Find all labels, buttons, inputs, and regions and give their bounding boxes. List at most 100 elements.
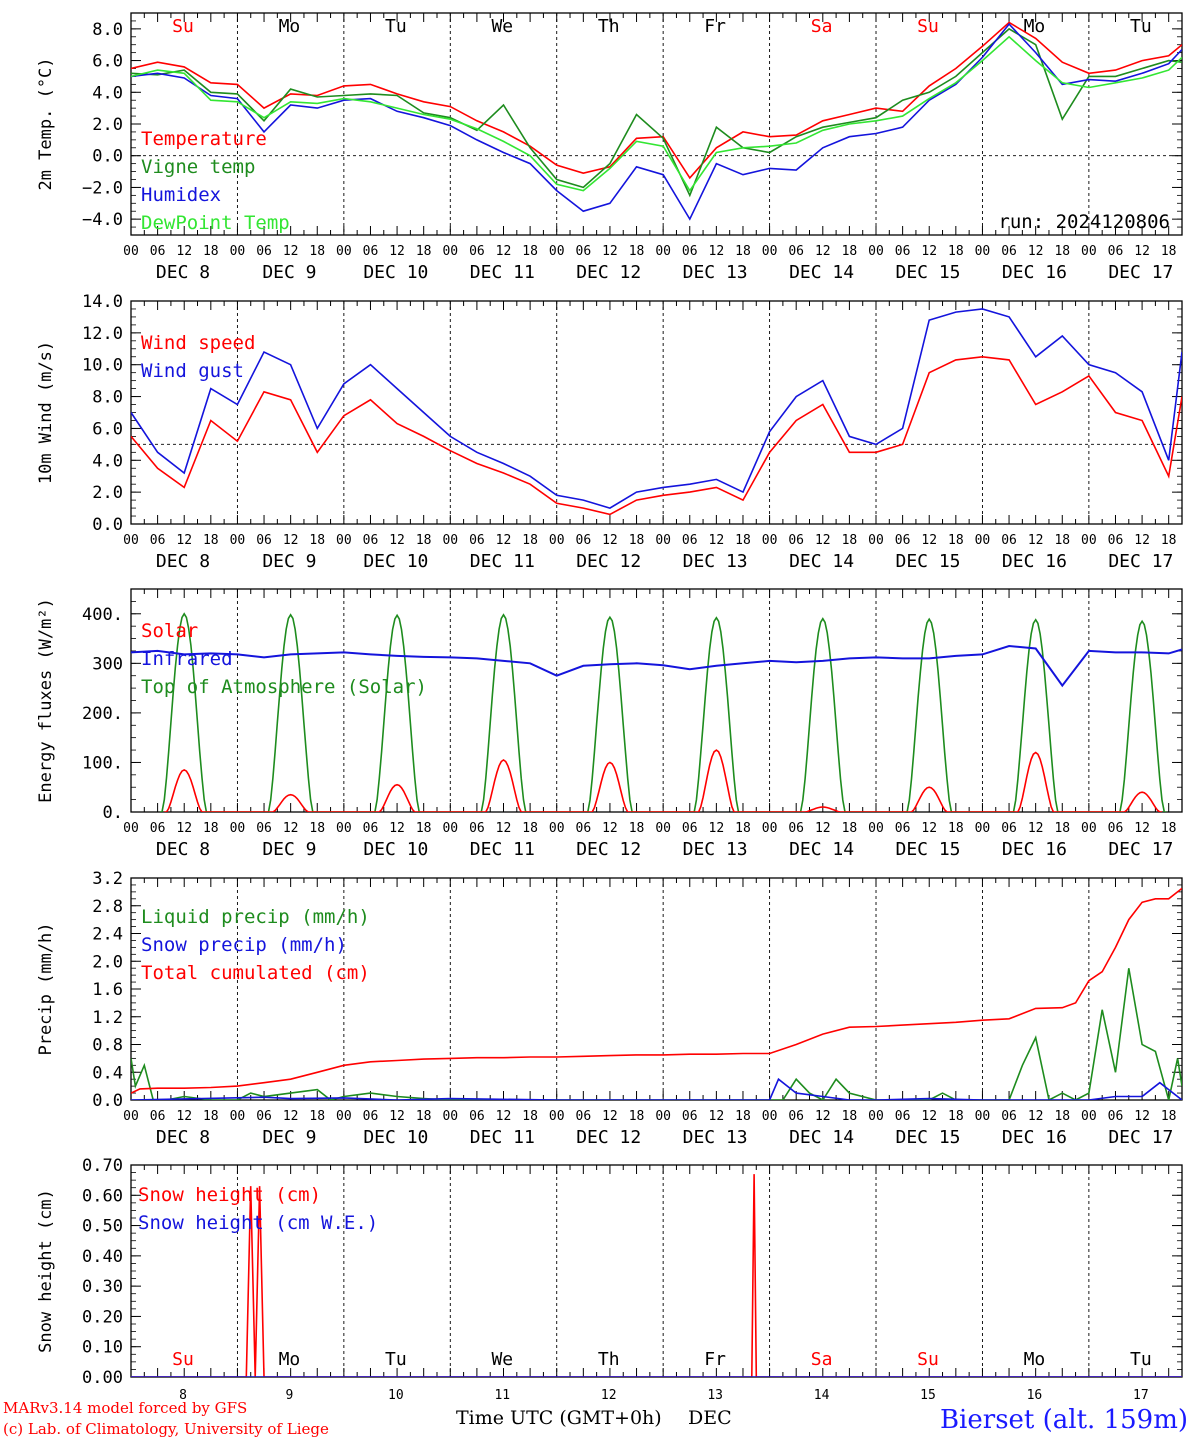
day-number: 17 <box>1133 1388 1149 1403</box>
date-label: DEC 12 <box>576 1127 641 1148</box>
day-number: 10 <box>388 1388 404 1403</box>
day-label: Tu <box>385 16 407 37</box>
hour-label: 18 <box>948 244 964 259</box>
hour-label: 18 <box>309 244 325 259</box>
hour-label: 12 <box>921 533 937 548</box>
day-label: Su <box>917 16 939 37</box>
hour-label: 18 <box>1054 1109 1070 1124</box>
date-label: DEC 8 <box>156 551 210 572</box>
day-label: Su <box>917 1349 939 1370</box>
hour-label: 00 <box>975 533 991 548</box>
date-label: DEC 11 <box>470 839 535 860</box>
date-label: DEC 16 <box>1002 839 1067 860</box>
hour-label: 00 <box>549 1109 565 1124</box>
y-tick-label: 0.0 <box>92 1091 123 1111</box>
hour-label: 06 <box>256 533 272 548</box>
hour-label: 00 <box>655 533 671 548</box>
hour-label: 12 <box>496 533 512 548</box>
hour-label: 18 <box>629 533 645 548</box>
hour-label: 06 <box>150 821 166 836</box>
hour-label: 06 <box>363 244 379 259</box>
hour-label: 00 <box>655 244 671 259</box>
date-label: DEC 13 <box>683 839 748 860</box>
hour-label: 12 <box>602 244 618 259</box>
hour-label: 12 <box>709 533 725 548</box>
hour-label: 00 <box>975 1109 991 1124</box>
series-line-3 <box>159 612 1167 812</box>
legend-entry: Vigne temp <box>141 156 255 178</box>
hour-label: 06 <box>895 533 911 548</box>
series-line-1 <box>131 355 1182 516</box>
hour-label: 18 <box>735 821 751 836</box>
hour-label: 18 <box>735 533 751 548</box>
day-number: 11 <box>494 1388 510 1403</box>
hour-label: 06 <box>469 1109 485 1124</box>
hour-label: 18 <box>629 244 645 259</box>
hour-label: 00 <box>442 533 458 548</box>
hour-label: 12 <box>1028 821 1044 836</box>
hour-label: 18 <box>842 533 858 548</box>
day-label: We <box>491 1349 513 1370</box>
hour-label: 00 <box>336 244 352 259</box>
hour-label: 12 <box>815 1109 831 1124</box>
legend-entry: Total cumulated (cm) <box>141 962 370 984</box>
hour-label: 06 <box>1001 1109 1017 1124</box>
hour-label: 12 <box>496 821 512 836</box>
y-tick-label: 0.0 <box>92 147 123 167</box>
hour-label: 00 <box>230 244 246 259</box>
hour-label: 06 <box>150 533 166 548</box>
y-tick-label: 2.0 <box>92 483 123 503</box>
y-tick-label: 3.2 <box>92 869 123 889</box>
hour-label: 00 <box>336 821 352 836</box>
hour-label: 00 <box>1081 821 1097 836</box>
y-tick-label: 0.50 <box>82 1217 123 1237</box>
hour-label: 00 <box>762 821 778 836</box>
legend-entry: Wind speed <box>141 332 255 354</box>
hour-label: 18 <box>203 244 219 259</box>
hour-label: 18 <box>309 821 325 836</box>
day-label: Tu <box>385 1349 407 1370</box>
hour-label: 00 <box>442 244 458 259</box>
hour-label: 00 <box>442 1109 458 1124</box>
hour-label: 00 <box>442 821 458 836</box>
hour-label: 12 <box>496 1109 512 1124</box>
series-line-2 <box>131 308 1182 509</box>
y-tick-label: 2.4 <box>92 925 123 945</box>
date-label: DEC 13 <box>683 262 748 283</box>
hour-label: 18 <box>629 821 645 836</box>
hour-label: 00 <box>655 1109 671 1124</box>
date-label: DEC 15 <box>895 1127 960 1148</box>
y-axis-title: Energy fluxes (W/m²) <box>36 598 56 803</box>
y-tick-label: 1.2 <box>92 1008 123 1028</box>
station-name: Bierset (alt. 159m) <box>940 1405 1188 1435</box>
y-tick-label: 8.0 <box>92 388 123 408</box>
day-number: 16 <box>1027 1388 1043 1403</box>
hour-label: 06 <box>788 244 804 259</box>
date-label: DEC 8 <box>156 262 210 283</box>
hour-label: 18 <box>842 821 858 836</box>
date-label: DEC 16 <box>1002 262 1067 283</box>
date-label: DEC 10 <box>363 262 428 283</box>
date-label: DEC 15 <box>895 262 960 283</box>
hour-label: 12 <box>283 1109 299 1124</box>
y-tick-label: 6.0 <box>92 52 123 72</box>
date-label: DEC 11 <box>470 262 535 283</box>
hour-label: 00 <box>1081 533 1097 548</box>
panel-3: 400. 300 200. 100. 0. Energy fluxes (W/m²) 00 0… <box>36 588 1183 860</box>
day-label: Mo <box>1024 16 1046 37</box>
date-label: DEC 17 <box>1108 262 1173 283</box>
date-label: DEC 10 <box>363 839 428 860</box>
hour-label: 00 <box>549 244 565 259</box>
hour-label: 18 <box>1161 244 1177 259</box>
hour-label: 06 <box>1108 244 1124 259</box>
date-label: DEC 16 <box>1002 1127 1067 1148</box>
hour-label: 06 <box>788 821 804 836</box>
y-tick-label: −2.0 <box>82 178 123 198</box>
hour-label: 06 <box>363 1109 379 1124</box>
hour-label: 06 <box>469 821 485 836</box>
day-label: Th <box>598 16 620 37</box>
hour-label: 12 <box>496 244 512 259</box>
hour-label: 00 <box>975 244 991 259</box>
hour-label: 12 <box>1134 1109 1150 1124</box>
day-label: Fr <box>704 16 726 37</box>
